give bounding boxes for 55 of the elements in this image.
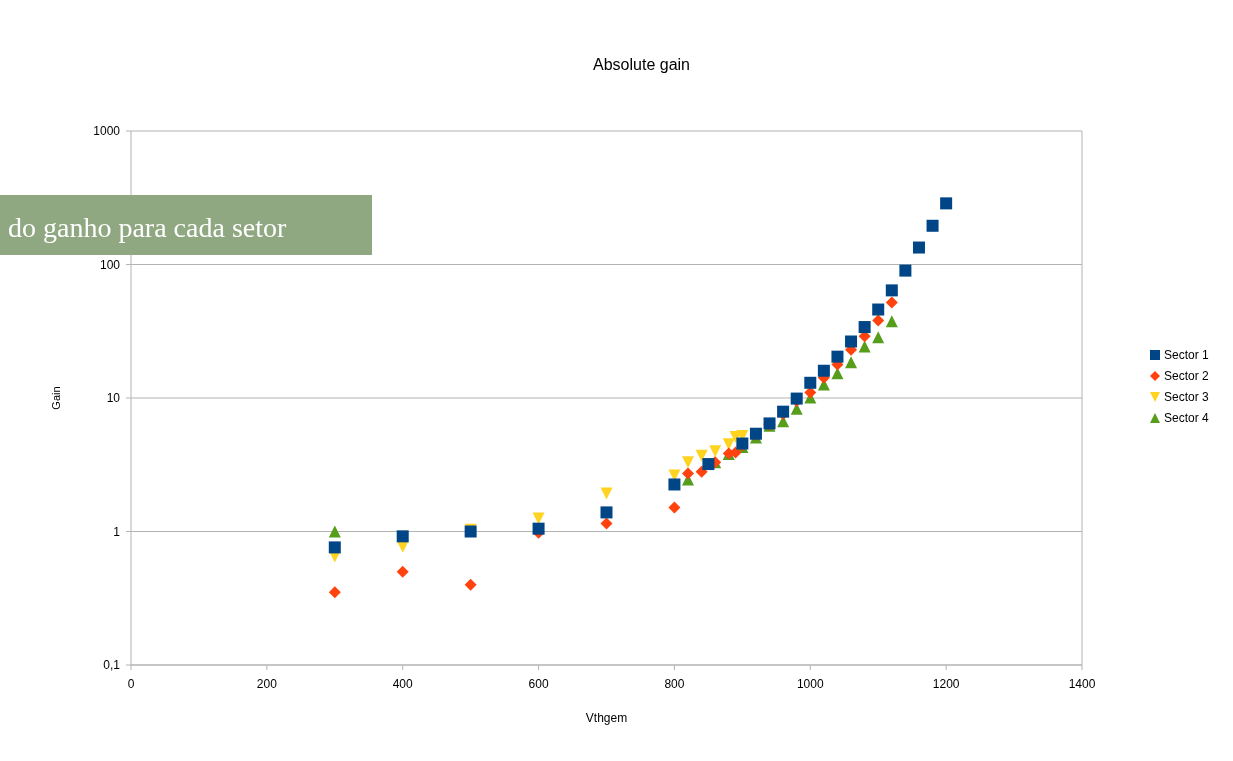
- point: [845, 356, 858, 369]
- point: [396, 530, 409, 543]
- x-tick-label: 0: [127, 677, 135, 691]
- y-tick-label: 0,1: [103, 658, 121, 672]
- point: [682, 467, 695, 480]
- x-tick-label: 800: [664, 677, 685, 691]
- point: [695, 465, 708, 478]
- legend-label: Sector 1: [1164, 348, 1210, 362]
- y-tick-label: 1000: [93, 124, 121, 138]
- point: [845, 335, 858, 348]
- point: [858, 340, 871, 353]
- point: [872, 331, 885, 344]
- y-axis-title: Gain: [50, 386, 62, 410]
- legend-label: Sector 3: [1164, 390, 1210, 404]
- point: [668, 501, 681, 514]
- legend-label: Sector 4: [1164, 411, 1210, 425]
- y-tick-label: 100: [99, 257, 121, 272]
- point: [328, 525, 341, 538]
- point: [885, 284, 898, 297]
- x-tick-label: 1200: [932, 677, 960, 691]
- point: [804, 376, 817, 389]
- x-tick-label: 1000: [796, 677, 824, 691]
- x-tick-label: 200: [256, 677, 278, 691]
- x-tick-label: 400: [392, 677, 414, 691]
- point: [532, 522, 545, 535]
- point: [858, 321, 871, 334]
- point: [926, 219, 939, 232]
- point: [872, 303, 885, 316]
- point: [899, 264, 912, 277]
- chart-title: Absolute gain: [593, 56, 690, 73]
- point: [885, 315, 898, 328]
- point: [328, 541, 341, 554]
- point: [600, 487, 613, 500]
- annotation: do ganho para cada setor: [8, 212, 287, 243]
- point: [872, 314, 885, 327]
- y-tick-label: 1: [113, 524, 121, 539]
- y-tick-label: 10: [106, 391, 121, 405]
- point: [817, 364, 830, 377]
- point: [885, 296, 898, 309]
- point: [912, 241, 925, 254]
- point: [600, 506, 613, 519]
- point: [682, 456, 695, 469]
- point: [328, 586, 341, 599]
- point: [396, 565, 409, 578]
- x-tick-label: 1400: [1068, 677, 1096, 691]
- point: [702, 458, 715, 471]
- point: [831, 350, 844, 363]
- point: [668, 478, 681, 491]
- point: [940, 197, 953, 210]
- point: [709, 445, 722, 458]
- point: [464, 578, 477, 591]
- legend-label: Sector 2: [1164, 369, 1210, 383]
- point: [600, 517, 613, 530]
- x-tick-label: 600: [528, 677, 549, 691]
- x-axis-title: Vthgem: [585, 711, 628, 725]
